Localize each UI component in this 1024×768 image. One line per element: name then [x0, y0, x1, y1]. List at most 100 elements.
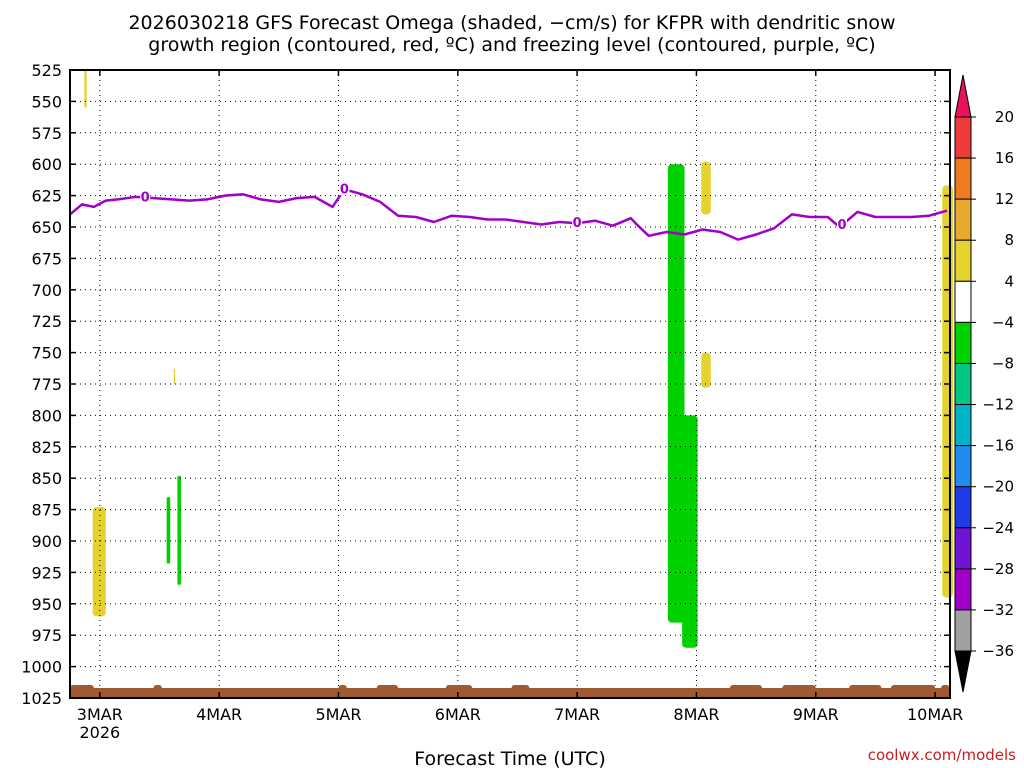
omega-region-8 [701, 161, 711, 215]
xtick-label-9MAR: 9MAR [793, 705, 839, 724]
omega-region-6 [667, 164, 685, 623]
colorbar-top-arrow [954, 74, 972, 118]
ground-bump-1 [70, 685, 94, 691]
ytick-label-675: 675 [31, 249, 62, 268]
freezing-level-label-2: 0 [340, 182, 349, 197]
freezing-label-bg-4 [837, 216, 848, 231]
omega-region-2 [92, 507, 106, 617]
ytick-label-550: 550 [31, 92, 62, 111]
grid-lines [70, 70, 950, 698]
ytick-label-725: 725 [31, 312, 62, 331]
colorbar-label-5: 4 [1004, 272, 1014, 290]
omega-region-4 [166, 497, 171, 564]
colorbar-segment-13 [954, 609, 972, 652]
ytick-label-700: 700 [31, 281, 62, 300]
x-axis-label: Forecast Time (UTC) [414, 748, 605, 768]
ytick-label-600: 600 [31, 155, 62, 174]
freezing-label-bg-2 [339, 181, 350, 196]
omega-region-5 [177, 475, 181, 585]
colorbar-label-6: −4 [992, 313, 1014, 331]
colorbar-segment-10 [954, 486, 972, 529]
xtick-label-3MAR: 3MAR [77, 705, 123, 724]
xtick-label-6MAR: 6MAR [435, 705, 481, 724]
colorbar-label-9: −16 [982, 437, 1014, 455]
ytick-label-900: 900 [31, 532, 62, 551]
colorbar-segment-3 [954, 198, 972, 241]
xtick-label-4MAR: 4MAR [196, 705, 242, 724]
ytick-label-875: 875 [31, 501, 62, 520]
ytick-label-750: 750 [31, 344, 62, 363]
freezing-level-label-3: 0 [573, 216, 582, 231]
ytick-label-975: 975 [31, 626, 62, 645]
colorbar-label-12: −28 [982, 560, 1014, 578]
freezing-level-line [69, 188, 948, 241]
colorbar-label-7: −8 [992, 354, 1014, 372]
credit-text: coolwx.com/models [868, 746, 1016, 764]
ytick-label-625: 625 [31, 187, 62, 206]
chart-title-line-1: 2026030218 GFS Forecast Omega (shaded, −… [128, 12, 895, 34]
colorbar: 20 16 12 8 4 −4 −8 −12 −16 −20 −24 −28 −32 −36 [954, 74, 1014, 693]
xtick-label-10MAR: 10MAR [907, 705, 963, 724]
chart-title-line-2: growth region (contoured, red, ºC) and f… [148, 34, 875, 56]
omega-region-3 [173, 368, 176, 384]
ground-bump-8 [782, 685, 816, 691]
xtick-label-7MAR: 7MAR [554, 705, 600, 724]
plot-area: 0 0 0 0 [69, 69, 953, 699]
ytick-label-775: 775 [31, 375, 62, 394]
freezing-level-contour: 0 0 0 0 [69, 181, 948, 241]
freezing-level-label-1: 0 [141, 191, 150, 206]
colorbar-segment-7 [954, 362, 972, 406]
colorbar-label-2: 16 [995, 149, 1014, 167]
xtick-label-8MAR: 8MAR [673, 705, 719, 724]
ground-surface [70, 685, 950, 697]
colorbar-label-10: −20 [982, 478, 1014, 496]
ground-band [70, 688, 950, 697]
colorbar-label-1: 20 [995, 108, 1014, 126]
freezing-label-bg-3 [572, 215, 583, 230]
ytick-label-950: 950 [31, 595, 62, 614]
ground-bump-7 [729, 685, 763, 691]
ytick-label-800: 800 [31, 406, 62, 425]
omega-region-10 [942, 185, 953, 598]
ground-bump-3 [338, 685, 347, 691]
colorbar-label-8: −12 [982, 396, 1014, 414]
ytick-label-1000: 1000 [21, 658, 62, 677]
ground-bump-10 [890, 685, 936, 691]
omega-region-9 [701, 352, 711, 388]
ytick-label-1025: 1025 [21, 689, 62, 708]
omega-region-7 [682, 415, 698, 648]
xtick-sublabel-3MAR: 2026 [79, 723, 120, 742]
colorbar-label-13: −32 [982, 601, 1014, 619]
colorbar-segment-9 [954, 445, 972, 488]
colorbar-segment-2 [954, 157, 972, 200]
colorbar-label-11: −24 [982, 519, 1014, 537]
y-axis-ticks: 525 550 575 600 625 650 675 700 725 750 775 800 825 8… [21, 61, 950, 708]
ground-bump-11 [941, 685, 950, 691]
freezing-level-label-4: 0 [837, 218, 846, 233]
omega-shading [84, 70, 953, 648]
ground-bump-2 [153, 685, 162, 691]
colorbar-segment-1 [954, 116, 972, 159]
ground-bump-9 [849, 685, 882, 691]
colorbar-segment-4 [954, 239, 972, 282]
ytick-label-650: 650 [31, 218, 62, 237]
colorbar-segment-8 [954, 404, 972, 447]
ytick-label-825: 825 [31, 438, 62, 457]
ground-bump-5 [445, 685, 473, 691]
ytick-label-850: 850 [31, 469, 62, 488]
ytick-label-925: 925 [31, 563, 62, 582]
ground-bump-6 [511, 685, 530, 691]
xtick-label-5MAR: 5MAR [315, 705, 361, 724]
colorbar-segment-12 [954, 568, 972, 611]
colorbar-bottom-arrow [954, 650, 972, 693]
colorbar-label-14: −36 [982, 642, 1014, 660]
omega-region-1 [84, 70, 87, 108]
freezing-label-bg-1 [140, 189, 151, 204]
colorbar-label-3: 12 [995, 190, 1014, 208]
ytick-label-575: 575 [31, 124, 62, 143]
ground-bump-4 [376, 685, 399, 691]
colorbar-segment-11 [954, 527, 972, 570]
colorbar-label-4: 8 [1004, 231, 1014, 249]
